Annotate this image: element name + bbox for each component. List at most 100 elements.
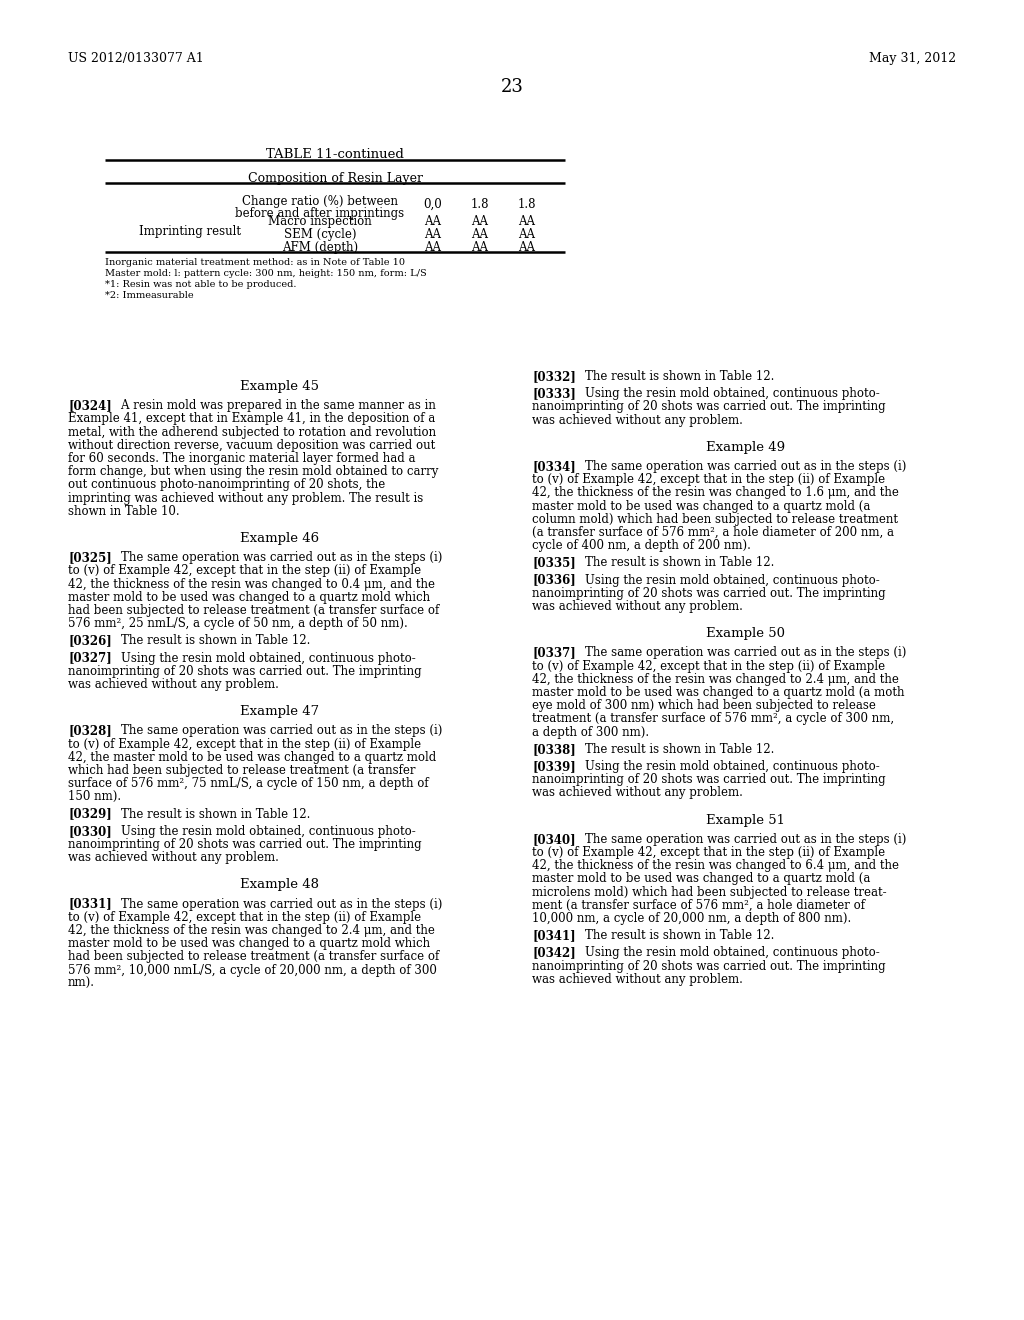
Text: ment (a transfer surface of 576 mm², a hole diameter of: ment (a transfer surface of 576 mm², a h… [532,899,865,912]
Text: 576 mm², 25 nmL/S, a cycle of 50 nm, a depth of 50 nm).: 576 mm², 25 nmL/S, a cycle of 50 nm, a d… [68,618,408,630]
Text: 42, the thickness of the resin was changed to 1.6 μm, and the: 42, the thickness of the resin was chang… [532,486,899,499]
Text: [0342]: [0342] [532,946,575,960]
Text: Imprinting result: Imprinting result [139,224,241,238]
Text: Macro inspection: Macro inspection [268,215,372,228]
Text: 0,0: 0,0 [424,198,442,211]
Text: which had been subjected to release treatment (a transfer: which had been subjected to release trea… [68,764,416,777]
Text: Example 47: Example 47 [241,705,319,718]
Text: [0337]: [0337] [532,647,575,660]
Text: without direction reverse, vacuum deposition was carried out: without direction reverse, vacuum deposi… [68,438,435,451]
Text: [0338]: [0338] [532,743,575,756]
Text: AA: AA [518,228,536,242]
Text: to (v) of Example 42, except that in the step (ii) of Example: to (v) of Example 42, except that in the… [532,473,885,486]
Text: AA: AA [518,215,536,228]
Text: [0339]: [0339] [532,760,575,774]
Text: master mold to be used was changed to a quartz mold (a: master mold to be used was changed to a … [532,873,870,886]
Text: Composition of Resin Layer: Composition of Resin Layer [248,172,423,185]
Text: [0324]: [0324] [68,399,112,412]
Text: 42, the thickness of the resin was changed to 2.4 μm, and the: 42, the thickness of the resin was chang… [68,924,435,937]
Text: [0329]: [0329] [68,808,112,821]
Text: 42, the thickness of the resin was changed to 0.4 μm, and the: 42, the thickness of the resin was chang… [68,578,435,590]
Text: form change, but when using the resin mold obtained to carry: form change, but when using the resin mo… [68,465,438,478]
Text: The same operation was carried out as in the steps (i): The same operation was carried out as in… [570,647,906,660]
Text: US 2012/0133077 A1: US 2012/0133077 A1 [68,51,204,65]
Text: eye mold of 300 nm) which had been subjected to release: eye mold of 300 nm) which had been subje… [532,700,876,713]
Text: Change ratio (%) between: Change ratio (%) between [242,195,398,209]
Text: 1.8: 1.8 [518,198,537,211]
Text: Example 50: Example 50 [707,627,785,640]
Text: 10,000 nm, a cycle of 20,000 nm, a depth of 800 nm).: 10,000 nm, a cycle of 20,000 nm, a depth… [532,912,851,925]
Text: nanoimprinting of 20 shots was carried out. The imprinting: nanoimprinting of 20 shots was carried o… [532,960,886,973]
Text: nanoimprinting of 20 shots was carried out. The imprinting: nanoimprinting of 20 shots was carried o… [532,400,886,413]
Text: was achieved without any problem.: was achieved without any problem. [532,413,742,426]
Text: a depth of 300 nm).: a depth of 300 nm). [532,726,649,739]
Text: A resin mold was prepared in the same manner as in: A resin mold was prepared in the same ma… [106,399,436,412]
Text: AA: AA [425,228,441,242]
Text: [0328]: [0328] [68,725,112,738]
Text: to (v) of Example 42, except that in the step (ii) of Example: to (v) of Example 42, except that in the… [68,911,421,924]
Text: surface of 576 mm², 75 nmL/S, a cycle of 150 nm, a depth of: surface of 576 mm², 75 nmL/S, a cycle of… [68,777,429,791]
Text: 42, the thickness of the resin was changed to 2.4 μm, and the: 42, the thickness of the resin was chang… [532,673,899,686]
Text: Example 45: Example 45 [241,380,319,393]
Text: column mold) which had been subjected to release treatment: column mold) which had been subjected to… [532,512,898,525]
Text: Using the resin mold obtained, continuous photo-: Using the resin mold obtained, continuou… [570,760,880,774]
Text: AA: AA [471,242,488,253]
Text: AA: AA [425,242,441,253]
Text: Example 46: Example 46 [241,532,319,545]
Text: Using the resin mold obtained, continuous photo-: Using the resin mold obtained, continuou… [570,946,880,960]
Text: before and after imprintings: before and after imprintings [236,207,404,220]
Text: 23: 23 [501,78,523,96]
Text: Example 41, except that in Example 41, in the deposition of a: Example 41, except that in Example 41, i… [68,412,435,425]
Text: AA: AA [518,242,536,253]
Text: 1.8: 1.8 [471,198,489,211]
Text: was achieved without any problem.: was achieved without any problem. [532,973,742,986]
Text: AFM (depth): AFM (depth) [282,242,358,253]
Text: had been subjected to release treatment (a transfer surface of: had been subjected to release treatment … [68,950,439,964]
Text: [0335]: [0335] [532,557,575,569]
Text: The same operation was carried out as in the steps (i): The same operation was carried out as in… [106,898,442,911]
Text: [0326]: [0326] [68,635,112,647]
Text: [0341]: [0341] [532,929,575,942]
Text: had been subjected to release treatment (a transfer surface of: had been subjected to release treatment … [68,605,439,616]
Text: master mold to be used was changed to a quartz mold (a: master mold to be used was changed to a … [532,499,870,512]
Text: 42, the master mold to be used was changed to a quartz mold: 42, the master mold to be used was chang… [68,751,436,764]
Text: The result is shown in Table 12.: The result is shown in Table 12. [570,370,774,383]
Text: [0333]: [0333] [532,387,575,400]
Text: The same operation was carried out as in the steps (i): The same operation was carried out as in… [570,459,906,473]
Text: Inorganic material treatment method: as in Note of Table 10: Inorganic material treatment method: as … [105,257,406,267]
Text: [0325]: [0325] [68,552,112,564]
Text: was achieved without any problem.: was achieved without any problem. [532,787,742,800]
Text: metal, with the adherend subjected to rotation and revolution: metal, with the adherend subjected to ro… [68,425,436,438]
Text: [0327]: [0327] [68,652,112,664]
Text: [0334]: [0334] [532,459,575,473]
Text: Using the resin mold obtained, continuous photo-: Using the resin mold obtained, continuou… [106,825,416,838]
Text: The result is shown in Table 12.: The result is shown in Table 12. [570,557,774,569]
Text: 42, the thickness of the resin was changed to 6.4 μm, and the: 42, the thickness of the resin was chang… [532,859,899,873]
Text: Example 49: Example 49 [707,441,785,454]
Text: was achieved without any problem.: was achieved without any problem. [68,851,279,865]
Text: Example 51: Example 51 [707,813,785,826]
Text: Using the resin mold obtained, continuous photo-: Using the resin mold obtained, continuou… [570,387,880,400]
Text: The result is shown in Table 12.: The result is shown in Table 12. [570,929,774,942]
Text: The same operation was carried out as in the steps (i): The same operation was carried out as in… [106,725,442,738]
Text: microlens mold) which had been subjected to release treat-: microlens mold) which had been subjected… [532,886,887,899]
Text: [0331]: [0331] [68,898,112,911]
Text: AA: AA [425,215,441,228]
Text: 150 nm).: 150 nm). [68,791,121,804]
Text: nanoimprinting of 20 shots was carried out. The imprinting: nanoimprinting of 20 shots was carried o… [532,587,886,599]
Text: Example 48: Example 48 [241,878,319,891]
Text: (a transfer surface of 576 mm², a hole diameter of 200 nm, a: (a transfer surface of 576 mm², a hole d… [532,525,894,539]
Text: The result is shown in Table 12.: The result is shown in Table 12. [106,808,310,821]
Text: May 31, 2012: May 31, 2012 [869,51,956,65]
Text: Master mold: l: pattern cycle: 300 nm, height: 150 nm, form: L/S: Master mold: l: pattern cycle: 300 nm, h… [105,269,427,279]
Text: to (v) of Example 42, except that in the step (ii) of Example: to (v) of Example 42, except that in the… [68,565,421,577]
Text: [0336]: [0336] [532,574,575,586]
Text: SEM (cycle): SEM (cycle) [284,228,356,242]
Text: was achieved without any problem.: was achieved without any problem. [532,601,742,612]
Text: Using the resin mold obtained, continuous photo-: Using the resin mold obtained, continuou… [106,652,416,664]
Text: The result is shown in Table 12.: The result is shown in Table 12. [570,743,774,756]
Text: Using the resin mold obtained, continuous photo-: Using the resin mold obtained, continuou… [570,574,880,586]
Text: treatment (a transfer surface of 576 mm², a cycle of 300 nm,: treatment (a transfer surface of 576 mm²… [532,713,894,726]
Text: master mold to be used was changed to a quartz mold (a moth: master mold to be used was changed to a … [532,686,904,700]
Text: nm).: nm). [68,977,95,990]
